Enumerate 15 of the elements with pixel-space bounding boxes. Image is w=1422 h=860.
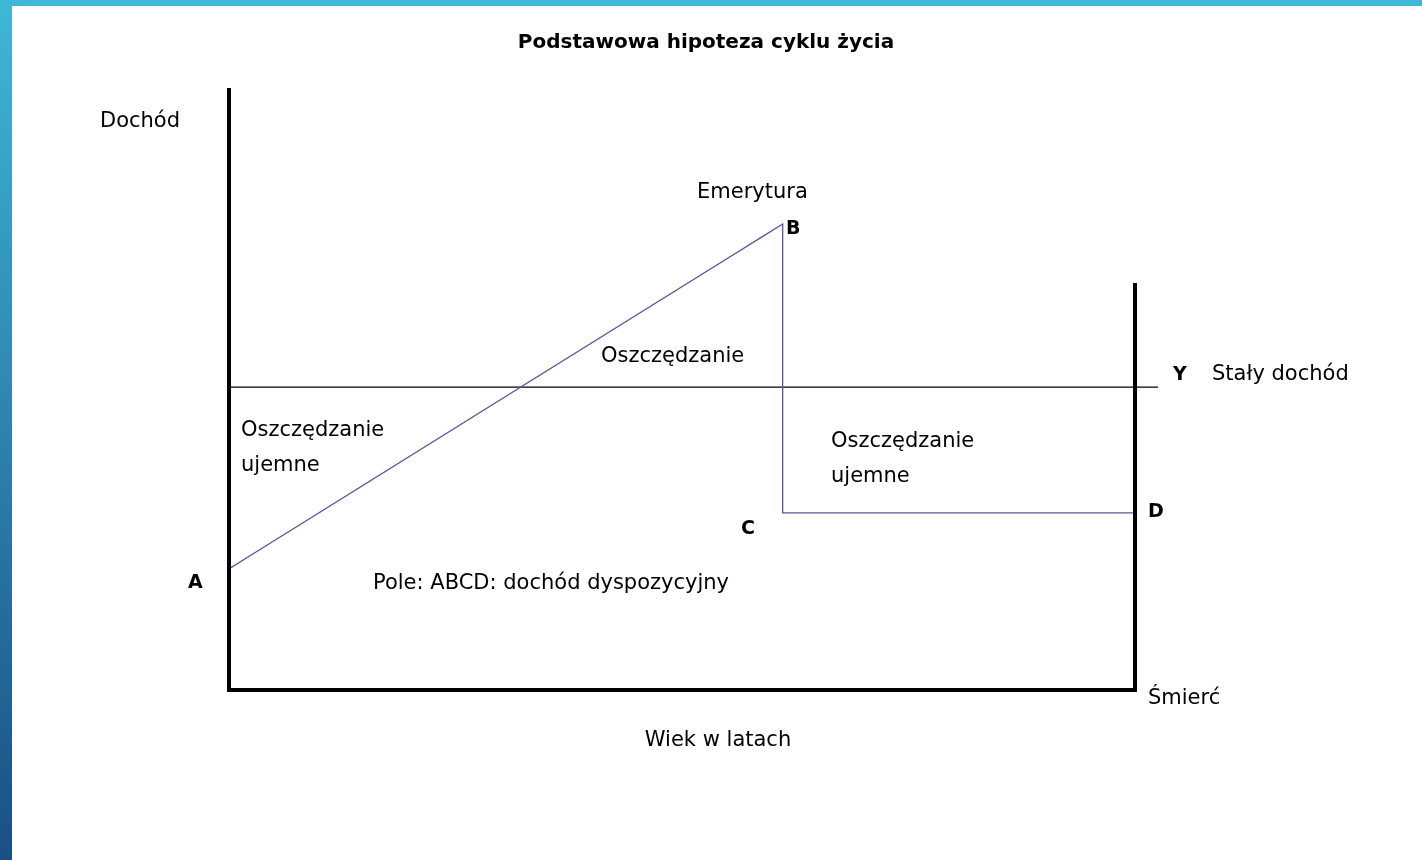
annotation: Oszczędzanie ujemne [241, 417, 385, 476]
annotation: B [786, 216, 801, 238]
chart-title: Podstawowa hipoteza cyklu życia [517, 29, 895, 53]
annotation: Oszczędzanie ujemne [831, 428, 975, 487]
annotation: C [741, 516, 755, 538]
text: Śmierć [1148, 684, 1221, 709]
text: Stały dochód [1212, 361, 1349, 385]
text: D [1148, 499, 1164, 521]
y-axis-title: Dochód [100, 108, 181, 132]
text: A [188, 570, 203, 592]
text: Emerytura [697, 179, 808, 203]
ref-line-label: Y [1172, 362, 1188, 385]
annotation: Pole: ABCD: dochód dyspozycyjny [373, 570, 730, 594]
annotation: Oszczędzanie [601, 343, 745, 367]
x-axis-title: Wiek w latach [644, 727, 792, 751]
